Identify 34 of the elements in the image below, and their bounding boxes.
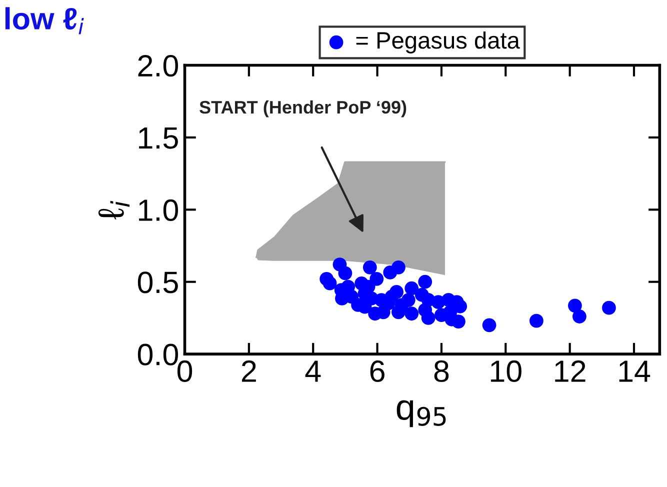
point	[568, 298, 582, 313]
point	[383, 266, 398, 280]
x-tick-label: 10	[490, 360, 522, 382]
point	[452, 314, 466, 329]
point	[404, 306, 419, 321]
y-tick-label: 2.0	[138, 54, 178, 77]
y-axis-title: ℓ$_{i}$	[98, 200, 130, 220]
point	[322, 276, 337, 290]
x-tick-label: 14	[619, 360, 650, 382]
point	[418, 274, 432, 289]
point	[572, 310, 586, 324]
point	[338, 266, 352, 280]
x-tick-label: 0	[177, 360, 192, 382]
y-tick-label: 1.0	[139, 199, 178, 222]
y-tick-label: 1.5	[139, 128, 178, 149]
point	[401, 293, 416, 307]
y-tick-label: 0.5	[138, 272, 178, 294]
annotation: START (Hender PoP ‘99)	[200, 100, 406, 118]
chart-title: low ℓ$_{i}$	[5, 7, 84, 34]
point	[421, 311, 436, 325]
point	[362, 260, 377, 274]
y-tick-label: 0.0	[138, 344, 178, 366]
point	[384, 290, 399, 304]
point	[530, 314, 544, 328]
x-tick-label: 12	[555, 360, 586, 382]
point	[358, 300, 372, 314]
x-tick-label: 4	[305, 360, 321, 382]
x-tick-label: 6	[370, 360, 384, 382]
point	[482, 318, 496, 332]
point	[602, 300, 616, 315]
x-tick-label: 8	[434, 360, 449, 382]
legend-label: = Pegasus data	[356, 31, 520, 54]
x-tick-label: 2	[242, 360, 256, 382]
x-axis-title: q$_{95}$	[396, 400, 446, 428]
